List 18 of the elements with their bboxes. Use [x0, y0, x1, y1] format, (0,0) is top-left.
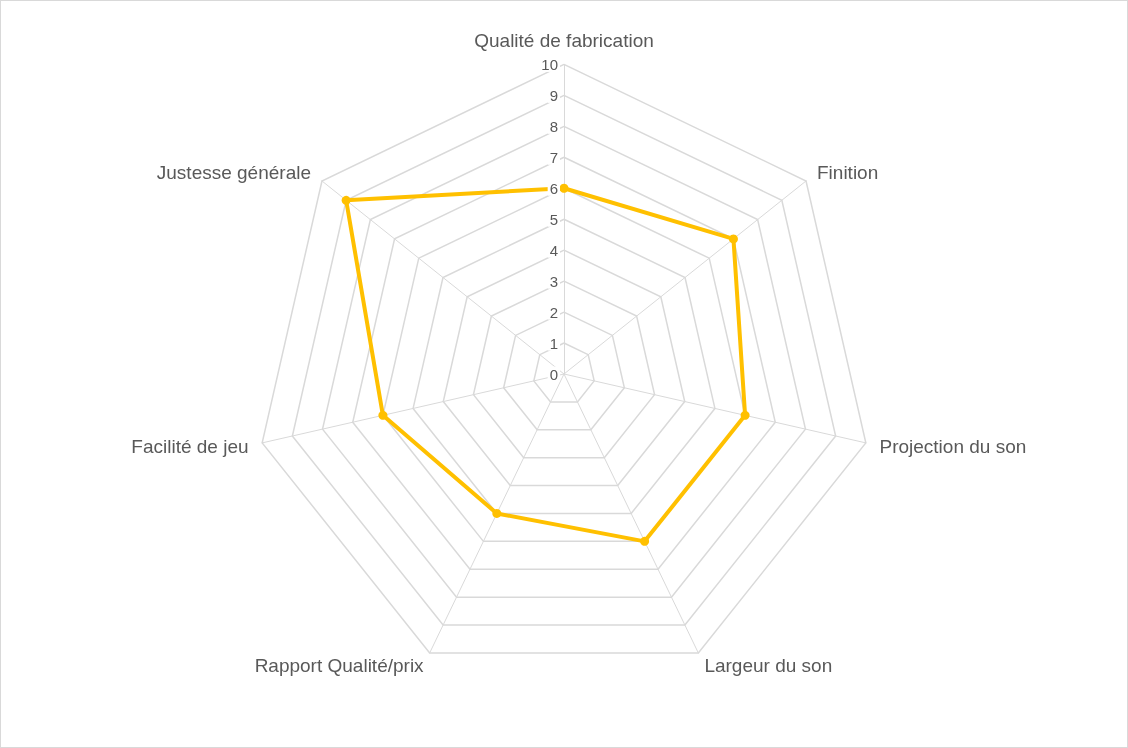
y-tick-label: 6: [549, 179, 558, 197]
spoke-label: Justesse générale: [156, 161, 312, 183]
y-tick-label: 5: [549, 210, 558, 228]
y-tick-label: 9: [549, 86, 558, 104]
spoke-label: Qualité de fabrication: [474, 30, 654, 52]
y-tick-label: 3: [549, 272, 558, 290]
y-tick-label: 2: [549, 303, 558, 321]
spoke-label: Projection du son: [879, 435, 1027, 457]
spoke-label: Largeur du son: [704, 655, 833, 677]
y-tick-label: 4: [549, 241, 558, 259]
spoke-label: Finition: [816, 161, 879, 183]
y-tick-label: 1: [549, 334, 558, 352]
y-tick-label: 10: [541, 55, 558, 73]
spoke-label: Facilité de jeu: [131, 435, 249, 457]
y-tick-label: 7: [549, 148, 558, 166]
y-tick-label: 8: [549, 117, 558, 135]
spoke-label: Rapport Qualité/prix: [254, 655, 425, 677]
y-tick-label: 0: [549, 365, 558, 383]
